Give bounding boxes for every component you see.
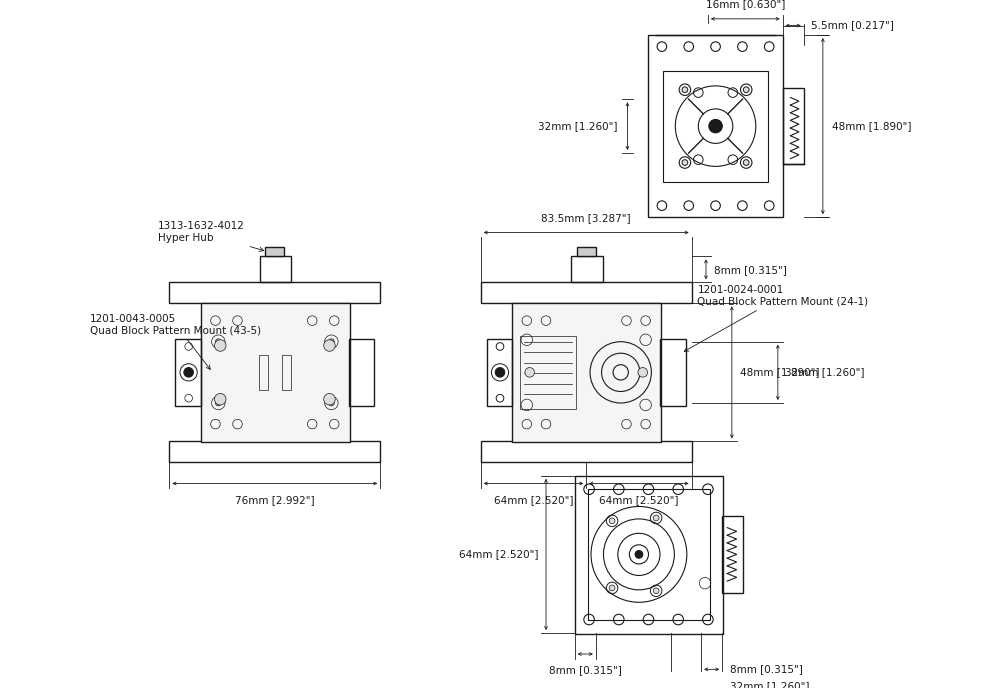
Circle shape: [709, 120, 722, 133]
Circle shape: [609, 518, 615, 524]
Circle shape: [184, 367, 193, 377]
Bar: [201, 303, 350, 442]
Circle shape: [495, 367, 505, 377]
Text: 1201-0024-0001
Quad Block Pattern Mount (24-1): 1201-0024-0001 Quad Block Pattern Mount …: [684, 285, 868, 352]
Bar: [169, 282, 380, 303]
Circle shape: [215, 394, 226, 405]
Circle shape: [324, 394, 335, 405]
Circle shape: [215, 338, 221, 345]
Bar: [481, 282, 692, 303]
Text: 8mm [0.315"]: 8mm [0.315"]: [714, 265, 787, 275]
Text: 32mm [1.260"]: 32mm [1.260"]: [538, 121, 618, 131]
Circle shape: [743, 87, 749, 93]
Circle shape: [215, 340, 226, 352]
Bar: [282, 355, 291, 389]
Circle shape: [329, 400, 334, 406]
Circle shape: [638, 367, 648, 377]
Text: 64mm [2.520"]: 64mm [2.520"]: [494, 495, 573, 505]
Text: 16mm [0.630"]: 16mm [0.630"]: [706, 0, 785, 9]
Circle shape: [215, 400, 221, 406]
Bar: [648, 35, 783, 217]
Circle shape: [635, 550, 643, 558]
Circle shape: [525, 367, 534, 377]
Bar: [265, 247, 284, 257]
Circle shape: [329, 338, 334, 345]
Circle shape: [743, 160, 749, 165]
Text: 76mm [2.992"]: 76mm [2.992"]: [235, 495, 315, 505]
Bar: [259, 355, 268, 389]
Circle shape: [324, 340, 335, 352]
Bar: [487, 338, 512, 406]
Bar: [175, 338, 201, 406]
Bar: [783, 88, 804, 164]
Circle shape: [609, 585, 615, 591]
Text: 1201-0043-0005
Quad Block Pattern Mount (43-5): 1201-0043-0005 Quad Block Pattern Mount …: [90, 314, 261, 369]
Bar: [349, 338, 374, 406]
Bar: [663, 71, 768, 182]
Text: 32mm [1.260"]: 32mm [1.260"]: [730, 680, 809, 688]
Bar: [571, 257, 603, 282]
Bar: [577, 247, 596, 257]
Bar: [169, 441, 380, 462]
Bar: [588, 489, 710, 621]
Text: 48mm [1.890"]: 48mm [1.890"]: [832, 121, 912, 131]
Text: 8mm [0.315"]: 8mm [0.315"]: [549, 665, 622, 676]
Text: 64mm [2.520"]: 64mm [2.520"]: [459, 550, 538, 559]
Text: 83.5mm [3.287"]: 83.5mm [3.287"]: [541, 213, 631, 223]
Bar: [512, 303, 661, 442]
Text: 32mm [1.260"]: 32mm [1.260"]: [785, 367, 865, 377]
Bar: [660, 338, 686, 406]
Bar: [722, 516, 743, 592]
Text: 64mm [2.520"]: 64mm [2.520"]: [599, 495, 679, 505]
Circle shape: [653, 515, 659, 521]
Circle shape: [682, 87, 688, 93]
Text: 48mm [1.890"]: 48mm [1.890"]: [740, 367, 819, 377]
Bar: [260, 257, 291, 282]
Bar: [481, 441, 692, 462]
Text: 5.5mm [0.217"]: 5.5mm [0.217"]: [811, 21, 894, 30]
Bar: [520, 336, 576, 409]
Text: 8mm [0.315"]: 8mm [0.315"]: [730, 665, 803, 674]
Text: 1313-1632-4012
Hyper Hub: 1313-1632-4012 Hyper Hub: [158, 222, 264, 251]
Circle shape: [653, 588, 659, 594]
Bar: [575, 476, 723, 634]
Circle shape: [682, 160, 688, 165]
